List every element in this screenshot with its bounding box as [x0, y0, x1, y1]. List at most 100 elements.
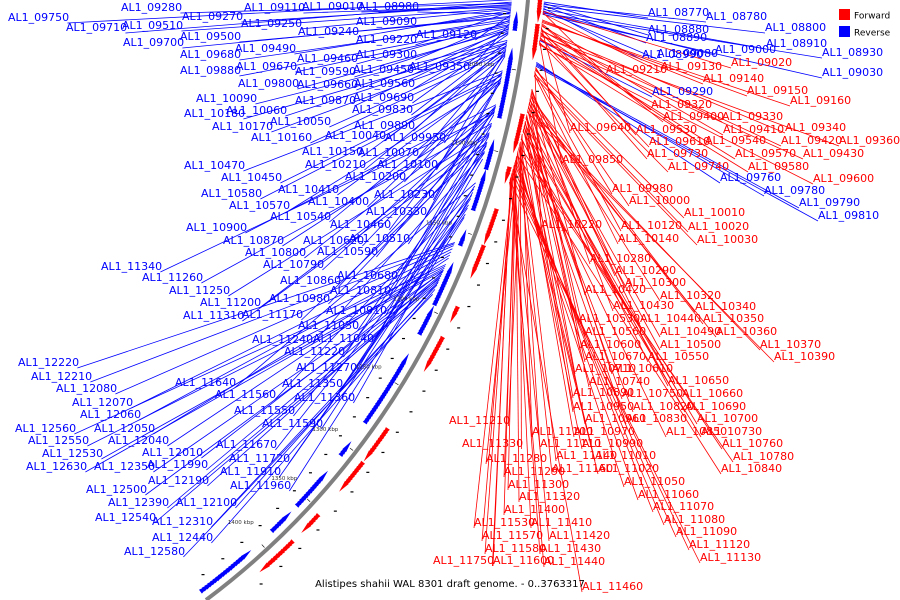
reverse-leader-line [413, 44, 507, 132]
feature-marker [485, 262, 489, 265]
feature-marker [432, 277, 436, 279]
forward-gene-label: AL1_11440 [544, 555, 605, 568]
reverse-gene-label: AL1_08780 [706, 10, 767, 23]
reverse-gene-label: AL1_10100 [377, 158, 438, 171]
reverse-gene-label: AL1_12010 [142, 446, 203, 459]
forward-gene-label: AL1_09340 [785, 121, 846, 134]
reverse-leader-line [167, 279, 440, 509]
feature-marker [449, 236, 453, 238]
feature-marker [201, 574, 205, 576]
forward-gene-label: AL1_11110 [540, 437, 601, 450]
reverse-leader-line [303, 5, 512, 14]
reverse-leader-line [321, 198, 471, 430]
forward-leader-line [520, 137, 667, 438]
forward-leader-line [541, 24, 664, 123]
feature-marker [476, 284, 480, 286]
reverse-feature-arrow [496, 106, 502, 119]
forward-gene-label: AL1_09160 [790, 94, 851, 107]
reverse-leader-line [408, 106, 496, 245]
reverse-gene-label: AL1_09510 [122, 19, 183, 32]
reverse-feature-arrow [199, 584, 210, 594]
reverse-leader-line [535, 64, 800, 209]
reverse-leader-line [282, 108, 496, 247]
reverse-leader-line [87, 265, 446, 447]
reverse-gene-label: AL1_09000 [715, 43, 776, 56]
reverse-leader-line [279, 214, 466, 478]
feature-marker [494, 72, 498, 74]
reverse-gene-label: AL1_09810 [818, 209, 879, 222]
forward-gene-label: AL1_10990 [582, 437, 643, 450]
feature-marker [486, 113, 490, 115]
reverse-leader-line [362, 105, 497, 247]
feature-marker [412, 317, 416, 320]
reverse-gene-label: AL1_12390 [108, 496, 169, 509]
reverse-gene-label: AL1_12500 [86, 483, 147, 496]
reverse-gene-label: AL1_10170 [212, 120, 273, 133]
reverse-leader-line [67, 0, 512, 24]
forward-gene-label: AL1_10780 [733, 450, 794, 463]
figure-title: Alistipes shahii WAL 8301 draft genome. … [315, 579, 585, 590]
reverse-leader-line [411, 41, 508, 116]
forward-gene-label: AL1_10600 [580, 338, 641, 351]
reverse-gene-label: AL1_08880 [648, 23, 709, 36]
reverse-feature-arrow [473, 190, 480, 203]
forward-gene-label: AL1_09420 [781, 134, 842, 147]
reverse-leader-line [206, 273, 443, 471]
forward-gene-label: AL1_10440 [640, 312, 701, 325]
reverse-gene-label: AL1_10680 [337, 269, 398, 282]
forward-gene-label: AL1_11010 [595, 449, 656, 462]
reverse-gene-label: AL1_12190 [148, 474, 209, 487]
reverse-leader-line [301, 143, 488, 321]
reverse-gene-label: AL1_09350 [409, 60, 470, 73]
forward-leader-line [509, 179, 545, 568]
forward-feature-arrow [470, 266, 478, 279]
forward-leader-line [539, 40, 563, 166]
reverse-leader-line [295, 25, 510, 73]
feature-marker [542, 48, 546, 50]
forward-leader-line [534, 72, 622, 232]
forward-leader-line [539, 39, 804, 160]
reverse-gene-label: AL1_09700 [123, 36, 184, 49]
reverse-gene-label: AL1_09500 [180, 30, 241, 43]
forward-gene-label: AL1_10690 [685, 400, 746, 413]
forward-gene-label: AL1_09610 [649, 135, 710, 148]
reverse-gene-label: AL1_12310 [152, 515, 213, 528]
forward-gene-label: AL1_10740 [589, 375, 650, 388]
forward-gene-label: AL1_10220 [541, 218, 602, 231]
reverse-gene-label: AL1_10790 [263, 258, 324, 271]
forward-gene-label: AL1_10660 [682, 387, 743, 400]
forward-gene-label: AL1_09530 [636, 123, 697, 136]
feature-marker [457, 327, 461, 329]
reverse-gene-label: AL1_08890 [646, 31, 707, 44]
forward-gene-label: AL1_11330 [462, 437, 523, 450]
reverse-gene-label: AL1_09560 [354, 77, 415, 90]
forward-leader-line [519, 145, 723, 450]
feature-marker [395, 431, 399, 433]
reverse-gene-label: AL1_11250 [169, 284, 230, 297]
forward-feature-arrow [301, 522, 312, 533]
reverse-leader-line [243, 42, 508, 120]
reverse-leader-line [160, 113, 495, 273]
forward-gene-label: AL1_10890 [573, 386, 634, 399]
reverse-leader-line [543, 4, 707, 23]
reverse-leader-line [85, 269, 444, 473]
forward-gene-label: AL1_09330 [722, 110, 783, 123]
forward-gene-label: AL1_11750 [433, 554, 494, 567]
reverse-leader-line [329, 81, 501, 223]
feature-marker [481, 133, 485, 135]
reverse-leader-line [310, 50, 506, 144]
reverse-gene-label: AL1_09010 [302, 0, 363, 13]
kbp-tick-marks: 1050 kbp 1100 kbp 1150 kbp 1200 kbp 1250 kbp… [228, 62, 516, 548]
forward-leader-line [528, 104, 717, 338]
reverse-gene-label: AL1_09300 [356, 48, 417, 61]
forward-leader-line [519, 142, 541, 450]
reverse-gene-label: AL1_09240 [298, 25, 359, 38]
reverse-leader-line [354, 26, 510, 78]
reverse-gene-label: AL1_10450 [221, 171, 282, 184]
kbp-tick-label: 1350 kbp [271, 476, 297, 482]
reverse-gene-label: AL1_10230 [374, 188, 435, 201]
reverse-leader-line [201, 122, 493, 284]
forward-gene-label: AL1_10420 [585, 283, 646, 296]
reverse-leader-line [183, 294, 433, 558]
forward-leader-line [540, 30, 786, 134]
